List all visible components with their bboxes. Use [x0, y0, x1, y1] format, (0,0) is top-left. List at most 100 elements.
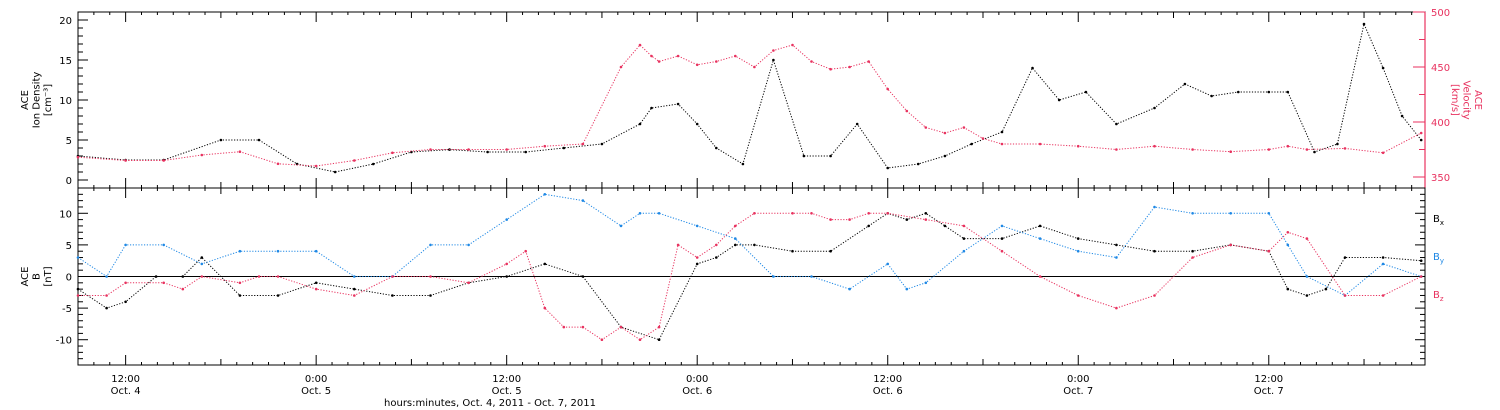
- data-point: [238, 249, 242, 253]
- data-point: [905, 218, 909, 221]
- x-tick-date: Oct. 5: [492, 386, 522, 397]
- data-point: [467, 148, 470, 151]
- data-point: [124, 300, 127, 304]
- data-point: [372, 162, 375, 166]
- data-point: [619, 224, 623, 228]
- data-point: [734, 237, 737, 240]
- data-point: [1362, 22, 1366, 26]
- data-point: [524, 150, 527, 154]
- y-tick-label: 0: [66, 273, 72, 284]
- data-point: [276, 162, 280, 166]
- data-point: [429, 148, 432, 151]
- data-point: [314, 249, 318, 253]
- data-point: [581, 275, 585, 278]
- data-point: [886, 262, 889, 266]
- data-point: [867, 224, 870, 228]
- data-point: [962, 126, 966, 129]
- data-point: [600, 142, 604, 146]
- data-point: [1031, 66, 1034, 70]
- data-point: [1381, 151, 1385, 155]
- data-point: [715, 60, 718, 63]
- data-point: [791, 212, 794, 215]
- data-point: [695, 262, 699, 266]
- data-point: [886, 166, 889, 170]
- plasma-panel: 0 5 10 15 20 ACEIon Density[cm⁻³] 350 400 450 500…: [20, 8, 1483, 189]
- data-point: [314, 287, 318, 291]
- data-point: [1153, 294, 1156, 297]
- data-point: [810, 275, 813, 278]
- data-point: [1115, 243, 1118, 247]
- data-point: [543, 262, 547, 266]
- data-point: [1286, 287, 1290, 291]
- y-tick-label: 10: [59, 96, 72, 107]
- data-point: [734, 243, 737, 247]
- data-point: [562, 325, 566, 329]
- data-point: [1286, 231, 1290, 234]
- y2-tick-label: 350: [1431, 173, 1450, 184]
- data-point: [181, 287, 185, 291]
- data-point: [238, 150, 242, 153]
- x-tick-time: 0:00: [686, 374, 708, 385]
- x-tick-time: 12:00: [1254, 374, 1283, 385]
- y-tick-label: 5: [66, 241, 72, 252]
- data-point: [124, 243, 127, 247]
- data-point: [543, 193, 547, 196]
- data-point: [181, 275, 185, 278]
- data-point: [772, 49, 775, 52]
- data-point: [1076, 249, 1080, 253]
- data-point: [657, 338, 661, 342]
- b-components-legend: Bx By Bz: [1433, 214, 1444, 303]
- data-point: [1419, 259, 1423, 263]
- data-point: [314, 164, 318, 168]
- data-point: [638, 43, 642, 47]
- data-point: [105, 306, 108, 310]
- data-point: [1419, 131, 1423, 135]
- y-tick-label: 20: [59, 16, 72, 27]
- data-point: [505, 218, 509, 221]
- data-point: [276, 294, 280, 297]
- data-point: [695, 63, 699, 67]
- data-point: [1076, 237, 1080, 240]
- data-point: [391, 294, 394, 297]
- x-tick-date: Oct. 6: [873, 386, 903, 397]
- data-point: [581, 199, 585, 202]
- data-point: [829, 154, 832, 158]
- data-point: [124, 159, 127, 162]
- data-point: [1305, 237, 1309, 240]
- y-tick-label: -10: [56, 336, 72, 347]
- data-point: [1115, 306, 1118, 310]
- data-point: [1381, 262, 1385, 266]
- data-point: [1381, 256, 1385, 259]
- x-tick-time: 12:00: [873, 374, 902, 385]
- data-point: [162, 281, 165, 285]
- data-point: [1153, 205, 1156, 209]
- data-point: [1286, 90, 1290, 94]
- x-tick-time: 12:00: [492, 374, 521, 385]
- data-point: [562, 146, 566, 150]
- data-point: [1038, 142, 1042, 146]
- x-tick-date: Oct. 6: [682, 386, 712, 397]
- data-point: [1183, 82, 1187, 86]
- x-tick-time: 12:00: [111, 374, 140, 385]
- data-point: [276, 275, 280, 278]
- data-point: [715, 256, 718, 259]
- data-point: [505, 148, 509, 151]
- data-point: [867, 60, 870, 63]
- data-point: [741, 162, 745, 166]
- data-point: [657, 325, 661, 329]
- data-point: [1000, 237, 1004, 240]
- y-tick-label: 5: [66, 136, 72, 147]
- data-point: [1191, 148, 1194, 151]
- series-line-by: [77, 193, 1422, 296]
- magnetic-field-panel: -10 -5 0 5 10 ACEB[nT]: [20, 187, 1426, 366]
- data-point: [924, 126, 928, 129]
- data-point: [657, 212, 661, 215]
- y-tick-label: 15: [59, 56, 72, 67]
- data-point: [962, 249, 966, 253]
- data-point: [581, 325, 585, 329]
- data-point: [200, 153, 204, 157]
- data-point: [924, 281, 928, 285]
- x-tick-time: 0:00: [1067, 374, 1089, 385]
- data-point: [1343, 294, 1347, 297]
